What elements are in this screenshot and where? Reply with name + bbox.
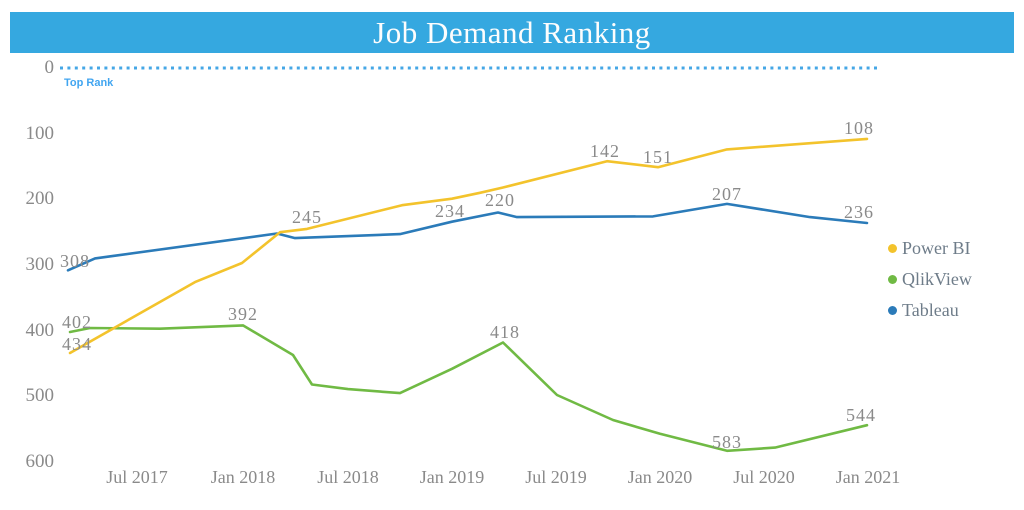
legend-dot-icon (888, 244, 897, 253)
data-label-tableau: 308 (60, 251, 90, 271)
legend-item-power-bi[interactable]: Power BI (888, 233, 972, 264)
x-axis-tick: Jan 2021 (835, 467, 901, 487)
data-label-power-bi: 151 (643, 147, 673, 167)
title-bar: Job Demand Ranking (10, 12, 1014, 53)
data-label-tableau: 236 (844, 202, 874, 222)
legend: Power BI QlikView Tableau (888, 233, 972, 326)
y-axis-tick: 200 (25, 188, 55, 210)
series-line-power-bi (68, 137, 869, 355)
data-label-qlikview: 392 (228, 304, 258, 324)
data-label-power-bi: 108 (844, 118, 874, 138)
x-axis-tick: Jul 2019 (525, 467, 587, 487)
data-label-tableau: 234 (435, 201, 465, 221)
legend-item-tableau[interactable]: Tableau (888, 295, 972, 326)
data-label-qlikview: 544 (846, 405, 876, 425)
y-axis-tick: 500 (25, 385, 55, 407)
y-axis-tick: 600 (25, 451, 55, 472)
legend-dot-icon (888, 306, 897, 315)
legend-label: Tableau (902, 300, 959, 320)
data-label-power-bi: 245 (292, 207, 322, 227)
legend-dot-icon (888, 275, 897, 284)
y-axis-tick: 0 (44, 57, 55, 78)
y-axis-tick: 400 (25, 319, 55, 341)
series-line-qlikview (68, 324, 869, 453)
chart-title: Job Demand Ranking (373, 14, 651, 50)
data-label-power-bi: 142 (590, 141, 620, 161)
legend-item-qlikview[interactable]: QlikView (888, 264, 972, 295)
x-axis-tick: Jul 2017 (106, 467, 168, 487)
x-axis-tick: Jan 2019 (419, 467, 485, 487)
x-axis-tick: Jan 2020 (627, 467, 693, 487)
x-axis-tick: Jul 2020 (733, 467, 795, 487)
series-line-tableau (66, 202, 869, 272)
data-label-qlikview: 418 (490, 322, 520, 342)
x-axis-tick: Jan 2018 (210, 467, 276, 487)
legend-label: Power BI (902, 238, 971, 258)
y-axis-tick: 100 (25, 122, 55, 144)
data-label-tableau: 220 (485, 190, 515, 210)
x-axis-tick: Jul 2018 (317, 467, 379, 487)
data-label-qlikview: 583 (712, 432, 742, 452)
legend-label: QlikView (902, 269, 972, 289)
y-axis-tick: 300 (25, 254, 55, 275)
data-label-power-bi: 434 (62, 334, 92, 354)
data-label-tableau: 207 (712, 184, 742, 204)
top-rank-label: Top Rank (64, 77, 114, 89)
data-label-qlikview: 402 (62, 312, 92, 332)
